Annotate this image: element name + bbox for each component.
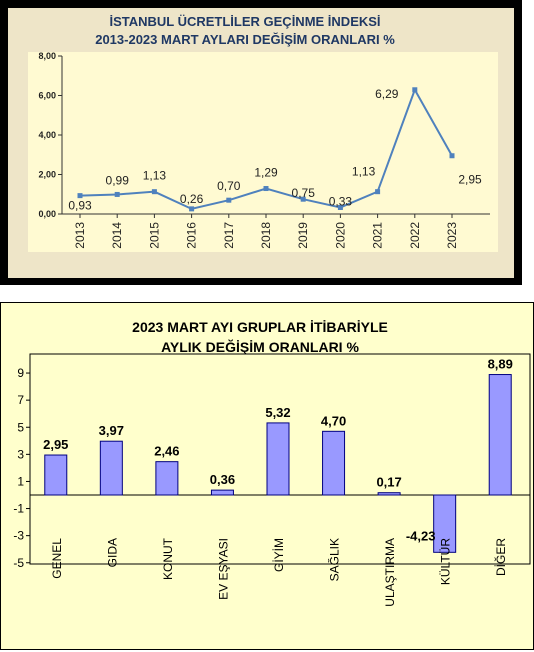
data-label: 0,36	[210, 472, 235, 487]
x-tick-label: 2020	[333, 222, 347, 249]
bar	[210, 489, 234, 496]
category-label: GİYİM	[272, 538, 286, 572]
data-point	[449, 153, 455, 159]
data-point	[189, 206, 195, 212]
y-tick-label: 2,00	[38, 170, 56, 180]
bar	[488, 374, 512, 496]
data-label: 0,33	[329, 194, 353, 208]
data-label: 3,97	[99, 423, 124, 438]
x-tick-label: 2021	[371, 222, 385, 249]
data-label: 0,17	[376, 475, 401, 490]
bar	[322, 430, 346, 496]
data-point	[151, 189, 157, 195]
data-point	[226, 197, 232, 203]
bar	[99, 440, 123, 496]
bar	[44, 454, 68, 496]
category-label: GIDA	[105, 538, 119, 567]
chart-title: İSTANBUL ÜCRETLİLER GEÇİNME İNDEKSİ	[109, 14, 380, 29]
chart-subtitle: 2013-2023 MART AYLARI DEĞİŞİM ORANLARI %	[95, 32, 395, 47]
category-label: DİĞER	[493, 538, 508, 576]
data-label: 6,29	[375, 87, 399, 101]
category-label: EV EŞYASI	[216, 538, 230, 600]
data-point	[300, 196, 306, 202]
category-label: ULAŞTIRMA	[383, 538, 397, 607]
y-tick-label: 1	[17, 474, 24, 488]
data-label: 0,26	[180, 192, 204, 206]
y-tick-label: 3	[17, 447, 24, 461]
data-point	[114, 191, 120, 197]
line-chart: İSTANBUL ÜCRETLİLER GEÇİNME İNDEKSİ 2013…	[0, 0, 522, 285]
data-label: 2,95	[43, 437, 68, 452]
data-label: 8,89	[488, 357, 513, 372]
x-tick-label: 2023	[445, 222, 459, 249]
y-tick-label: 8,00	[38, 51, 56, 61]
x-tick-label: 2022	[408, 222, 422, 249]
y-tick-label: 6,00	[38, 91, 56, 101]
data-label: 5,32	[265, 405, 290, 420]
category-label: GENEL	[50, 538, 64, 579]
data-label: 0,93	[68, 199, 92, 213]
data-label: 1,13	[352, 165, 376, 179]
data-label: 1,29	[254, 166, 278, 180]
bar	[433, 494, 457, 553]
x-tick-label: 2018	[259, 222, 273, 249]
x-tick-label: 2019	[296, 222, 310, 249]
x-tick-label: 2017	[222, 222, 236, 249]
chart-subtitle: AYLIK DEĞİŞİM ORANLARI %	[161, 338, 359, 355]
data-point	[375, 189, 381, 195]
data-point	[412, 87, 418, 93]
data-label: 2,46	[154, 444, 179, 459]
x-tick-label: 2015	[147, 222, 161, 249]
data-label: 2,95	[458, 173, 482, 187]
y-tick-label: 9	[17, 366, 24, 380]
y-tick-label: 4,00	[38, 130, 56, 140]
y-tick-label: -5	[13, 556, 24, 570]
y-tick-label: -1	[13, 502, 24, 516]
data-point	[263, 186, 269, 192]
data-label: -4,23	[406, 528, 436, 543]
y-tick-label: 7	[17, 393, 24, 407]
category-label: KÜLTÜR	[439, 538, 453, 585]
y-tick-label: 0,00	[38, 209, 56, 219]
data-label: 0,99	[106, 173, 130, 187]
data-label: 1,13	[143, 169, 167, 183]
data-point	[337, 204, 343, 210]
data-label: 4,70	[321, 413, 346, 428]
x-tick-label: 2013	[73, 222, 87, 249]
plot-area	[28, 52, 498, 252]
y-tick-label: 5	[17, 420, 24, 434]
category-label: KONUT	[161, 537, 175, 580]
x-tick-label: 2016	[185, 222, 199, 249]
x-tick-label: 2014	[110, 222, 124, 249]
bar	[377, 492, 401, 496]
data-label: 0,75	[292, 186, 316, 200]
bar	[266, 422, 290, 496]
bar	[155, 461, 179, 496]
data-label: 0,70	[217, 179, 241, 193]
bar-chart: 2023 MART AYI GRUPLAR İTİBARİYLE AYLIK D…	[0, 302, 534, 650]
category-label: SAĞLIK	[327, 538, 342, 581]
data-point	[77, 193, 83, 199]
chart-title: 2023 MART AYI GRUPLAR İTİBARİYLE	[132, 319, 388, 335]
y-tick-label: -3	[13, 529, 24, 543]
